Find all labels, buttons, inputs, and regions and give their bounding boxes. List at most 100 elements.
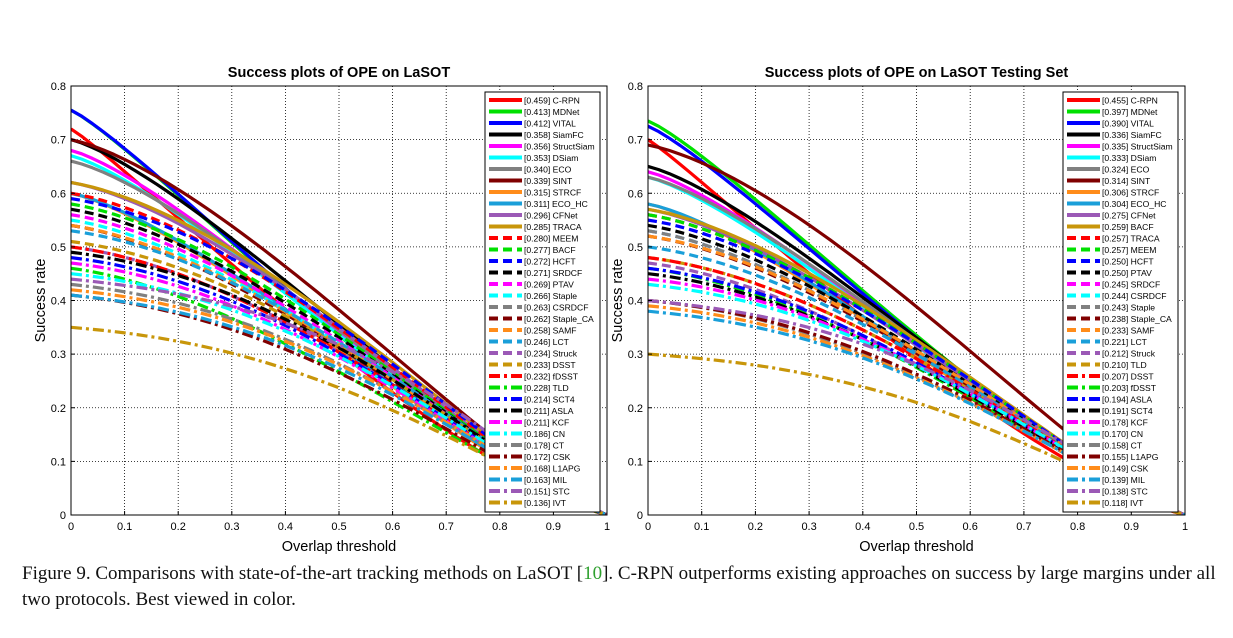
- y-tick-label: 0.8: [628, 81, 643, 93]
- legend-entry: [0.339] SINT: [524, 176, 573, 186]
- curve-srdcf: [71, 207, 607, 515]
- caption-citation-link[interactable]: 10: [583, 563, 603, 584]
- legend-entry: [0.170] CN: [1102, 429, 1143, 439]
- curve-ivt: [71, 325, 607, 515]
- legend-entry: [0.233] DSST: [524, 360, 576, 370]
- legend-entry: [0.271] SRDCF: [524, 268, 582, 278]
- legend-entry: [0.262] Staple_CA: [524, 314, 594, 324]
- legend-entry: [0.118] IVT: [1102, 498, 1144, 508]
- y-axis-label: Success rate: [610, 259, 626, 343]
- legend-entry: [0.413] MDNet: [524, 107, 580, 117]
- curve-hcft: [648, 218, 1185, 515]
- legend-entry: [0.397] MDNet: [1102, 107, 1158, 117]
- x-tick-label: 0.7: [439, 521, 454, 533]
- legend-entry: [0.139] MIL: [1102, 475, 1145, 485]
- y-tick-label: 0.6: [51, 188, 66, 200]
- legend-entry: [0.136] IVT: [524, 498, 567, 508]
- legend-entry: [0.210] TLD: [1102, 360, 1147, 370]
- legend-entry: [0.234] Struck: [524, 349, 578, 359]
- legend-entry: [0.277] BACF: [524, 245, 576, 255]
- x-tick-label: 0.1: [117, 521, 132, 533]
- x-tick-label: 0.8: [1070, 521, 1085, 533]
- legend-entry: [0.151] STC: [524, 487, 570, 497]
- legend-entry: [0.207] DSST: [1102, 372, 1154, 382]
- chart-title: Success plots of OPE on LaSOT: [228, 65, 451, 81]
- legend-entry: [0.168] L1APG: [524, 464, 581, 474]
- legend-entry: [0.155] L1APG: [1102, 452, 1159, 462]
- caption-text: Figure 9. Comparisons with state-of-the-…: [22, 563, 584, 584]
- legend-entry: [0.455] C-RPN: [1102, 96, 1158, 106]
- legend-entry: [0.245] SRDCF: [1102, 280, 1160, 290]
- legend-entry: [0.178] CT: [524, 441, 565, 451]
- legend-entry: [0.304] ECO_HC: [1102, 199, 1166, 209]
- legend-entry: [0.275] CFNet: [1102, 211, 1156, 221]
- curve-sct4: [71, 256, 607, 515]
- legend-box: [484, 91, 601, 513]
- x-tick-label: 0.9: [1124, 521, 1139, 533]
- legend-entry: [0.315] STRCF: [524, 188, 581, 198]
- x-tick-label: 0.4: [278, 521, 293, 533]
- legend-entry: [0.336] SiamFC: [1102, 130, 1162, 140]
- y-tick-label: 0.8: [51, 81, 66, 93]
- legend-entry: [0.263] CSRDCF: [524, 303, 588, 313]
- legend-entry: [0.269] PTAV: [524, 280, 574, 290]
- x-tick-label: 0.3: [224, 521, 239, 533]
- legend-box: [1062, 91, 1179, 513]
- curve-asla: [71, 250, 607, 515]
- x-tick-label: 0.7: [1016, 521, 1031, 533]
- legend-entry: [0.138] STC: [1102, 487, 1148, 497]
- legend-entry: [0.172] CSK: [524, 452, 571, 462]
- y-tick-label: 0.2: [51, 403, 66, 415]
- legend-entry: [0.459] C-RPN: [524, 96, 580, 106]
- y-tick-label: 0.7: [628, 135, 643, 147]
- x-tick-label: 0: [68, 521, 74, 533]
- legend-entry: [0.238] Staple_CA: [1102, 314, 1172, 324]
- x-axis-label: Overlap threshold: [282, 539, 396, 555]
- y-tick-label: 0.5: [628, 242, 643, 254]
- legend-entry: [0.243] Staple: [1102, 303, 1155, 313]
- legend-entry: [0.257] MEEM: [1102, 245, 1156, 255]
- legend-entry: [0.356] StructSiam: [524, 142, 595, 152]
- curve-kcf: [71, 261, 607, 515]
- y-tick-label: 0.6: [628, 188, 643, 200]
- x-axis-label: Overlap threshold: [859, 539, 973, 555]
- x-tick-label: 0.9: [546, 521, 561, 533]
- legend-entry: [0.358] SiamFC: [524, 130, 584, 140]
- legend-entry: [0.203] fDSST: [1102, 383, 1157, 393]
- curve-stc: [648, 298, 1185, 515]
- legend-entry: [0.280] MEEM: [524, 234, 578, 244]
- x-tick-label: 0: [645, 521, 651, 533]
- x-tick-label: 0.8: [492, 521, 507, 533]
- legend-entry: [0.246] LCT: [524, 337, 570, 347]
- x-tick-label: 0.4: [855, 521, 870, 533]
- legend-entry: [0.335] StructSiam: [1102, 142, 1173, 152]
- legend-entry: [0.178] KCF: [1102, 418, 1148, 428]
- y-tick-label: 0.1: [51, 456, 66, 468]
- legend-entry: [0.390] VITAL: [1102, 119, 1154, 129]
- legend-entry: [0.306] STRCF: [1102, 188, 1159, 198]
- curve-lct: [648, 245, 1185, 515]
- legend-entry: [0.324] ECO: [1102, 165, 1150, 175]
- y-tick-label: 0.4: [51, 296, 66, 308]
- caption-text-end: ]. C-RPN outperforms existing approaches…: [22, 563, 1216, 610]
- y-tick-label: 0.5: [51, 242, 66, 254]
- legend-entry: [0.149] CSK: [1102, 464, 1149, 474]
- legend-entry: [0.211] KCF: [524, 418, 569, 428]
- y-tick-label: 0.7: [51, 135, 66, 147]
- legend-entry: [0.266] Staple: [524, 291, 577, 301]
- legend-entry: [0.228] TLD: [524, 383, 569, 393]
- legend-entry: [0.311] ECO_HC: [524, 199, 588, 209]
- y-tick-label: 0: [60, 510, 66, 522]
- y-tick-label: 0.4: [628, 296, 643, 308]
- chart-title: Success plots of OPE on LaSOT Testing Se…: [765, 65, 1069, 81]
- curve-mil: [71, 293, 607, 515]
- y-tick-label: 0: [637, 510, 643, 522]
- legend-entry: [0.233] SAMF: [1102, 326, 1155, 336]
- legend-entry: [0.211] ASLA: [524, 406, 574, 416]
- figure-caption: Figure 9. Comparisons with state-of-the-…: [22, 561, 1217, 613]
- x-tick-label: 1: [604, 521, 610, 533]
- curve-l1apg: [648, 298, 1185, 515]
- x-tick-label: 0.2: [748, 521, 763, 533]
- legend-entry: [0.333] DSiam: [1102, 153, 1156, 163]
